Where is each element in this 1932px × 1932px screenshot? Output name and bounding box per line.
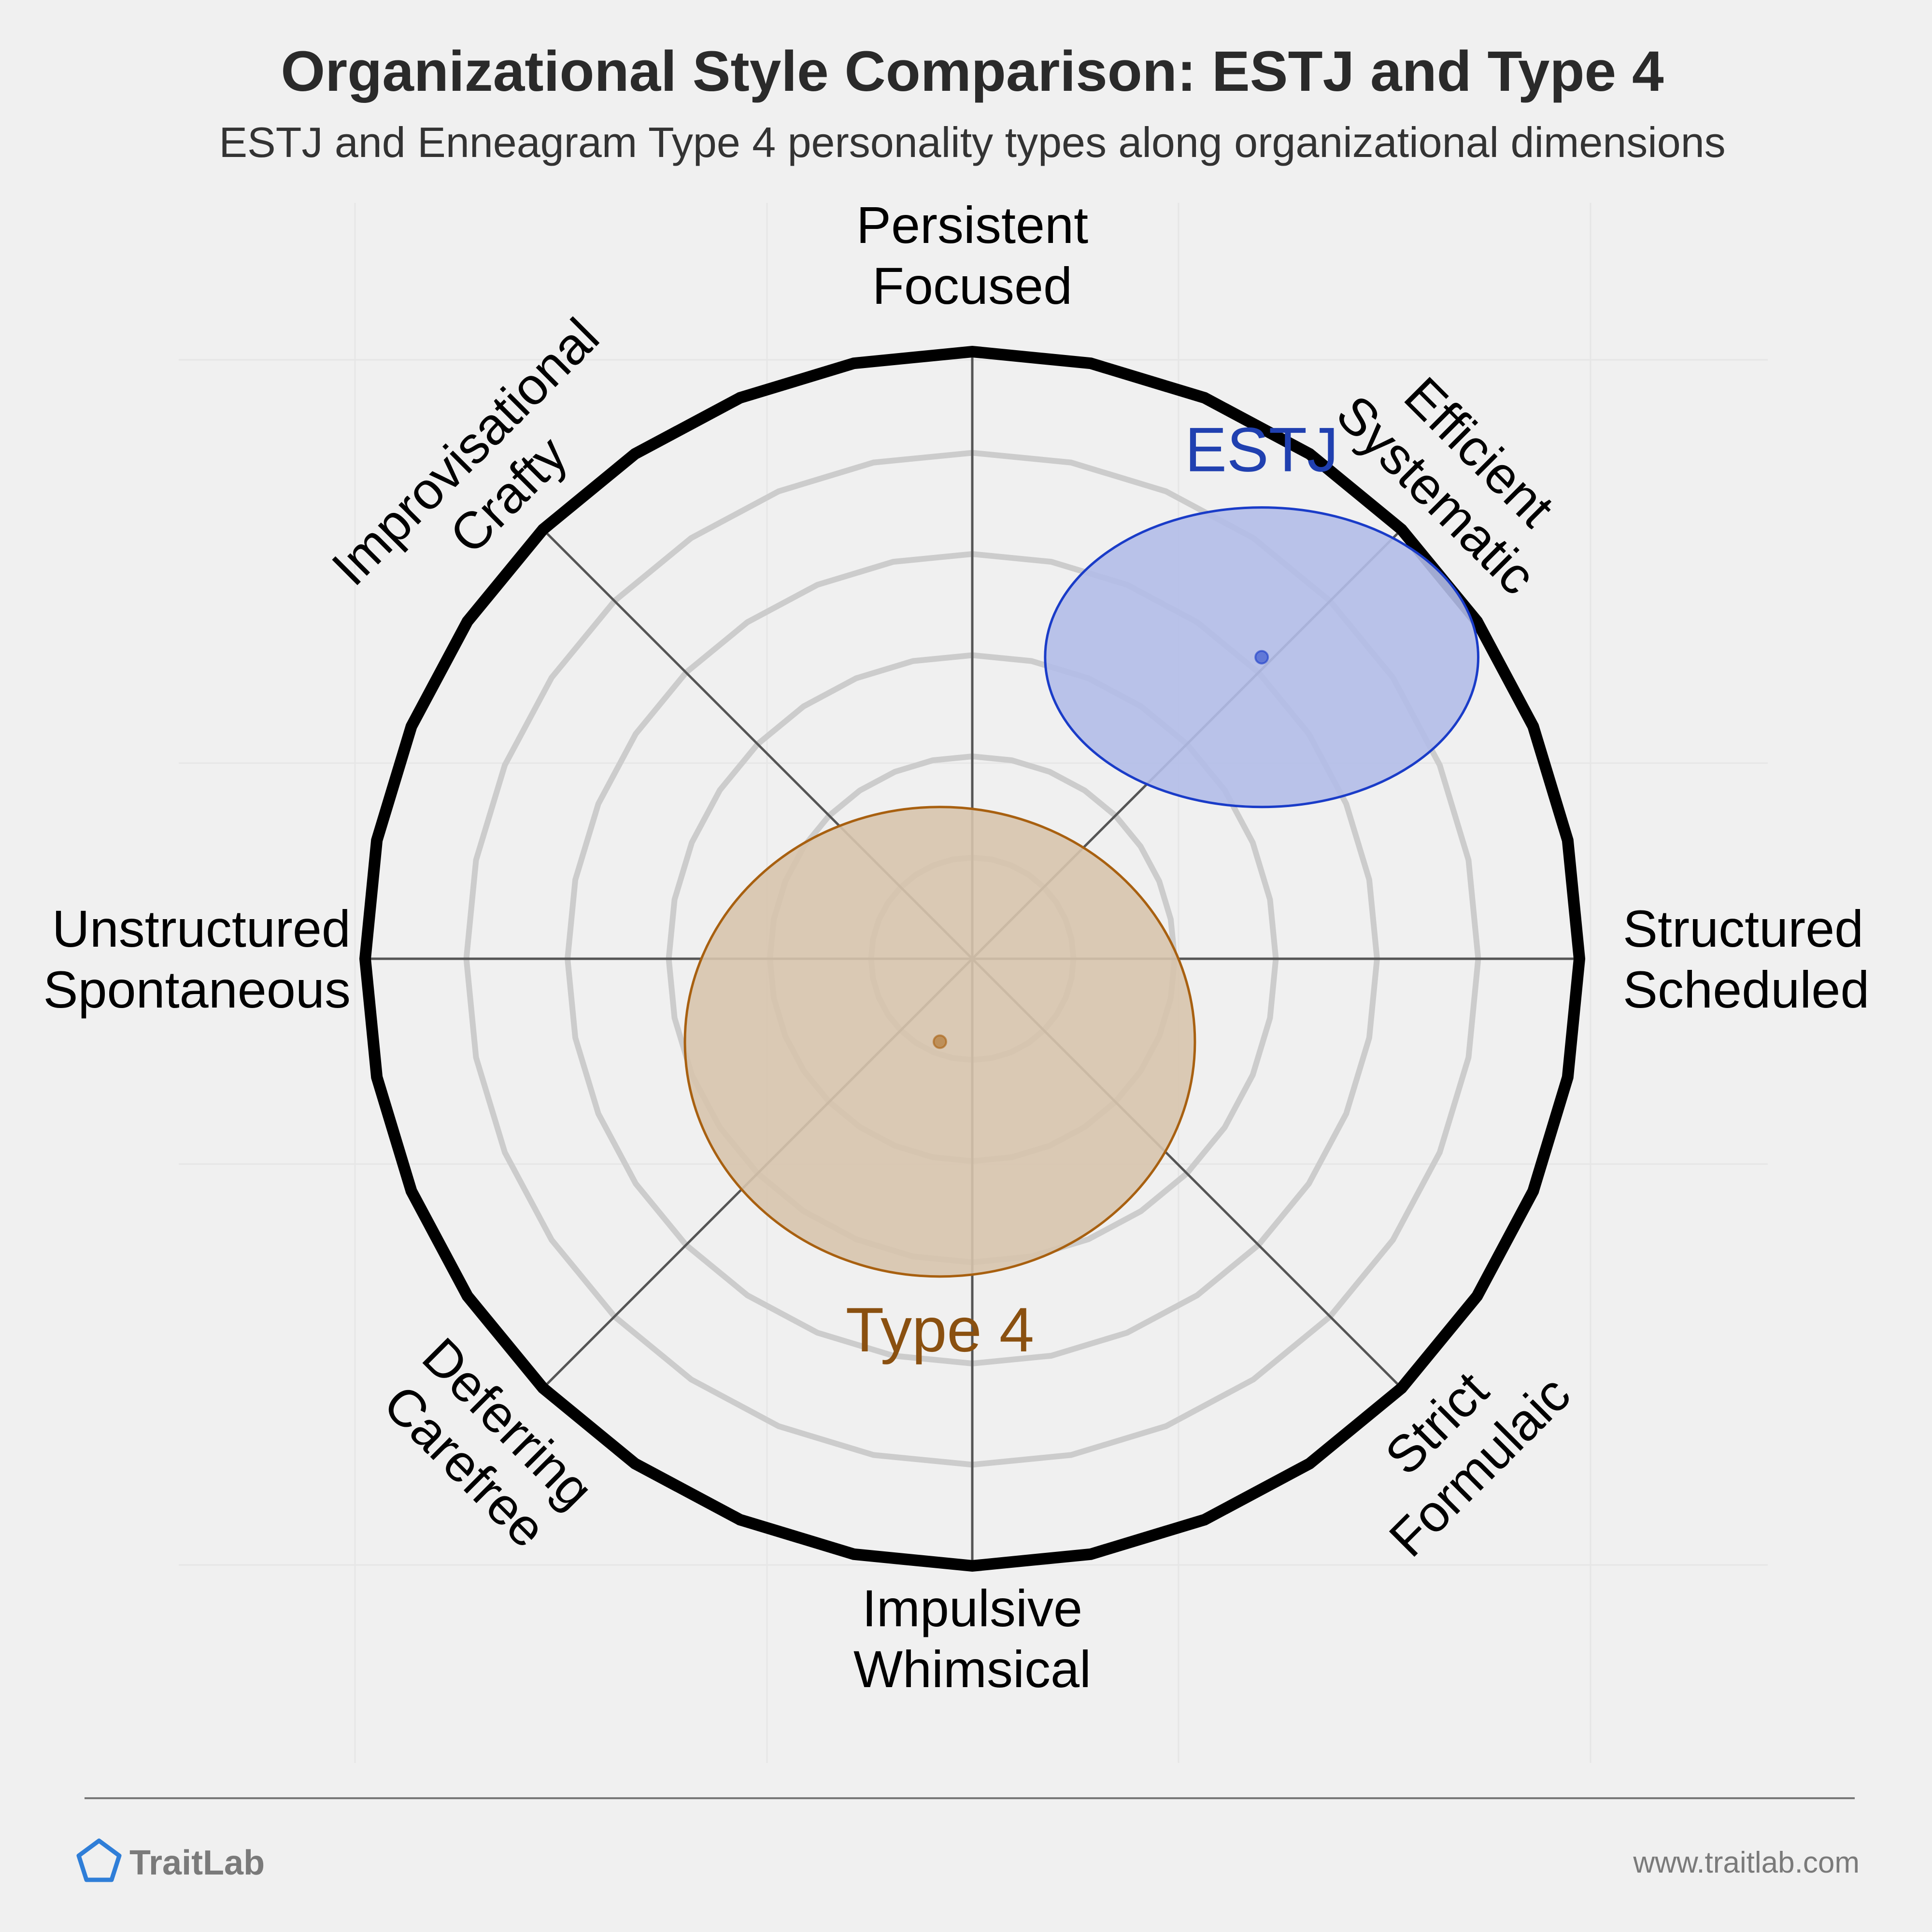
series-point-0 <box>1254 650 1269 665</box>
chart-title: Organizational Style Comparison: ESTJ an… <box>281 40 1663 103</box>
axis-label-line: Spontaneous <box>43 960 351 1019</box>
axis-label-line: Structured <box>1623 899 1863 958</box>
chart-subtitle: ESTJ and Enneagram Type 4 personality ty… <box>219 118 1725 166</box>
series-label-0: ESTJ <box>1185 414 1338 485</box>
axis-label-line: Scheduled <box>1623 960 1869 1019</box>
series-markers: ESTJ Type 4 <box>683 414 1479 1365</box>
footer-url[interactable]: www.traitlab.com <box>1633 1846 1860 1879</box>
axis-label-line: Unstructured <box>52 899 351 958</box>
brand-logo[interactable]: TraitLab <box>76 1838 265 1882</box>
pentagon-icon <box>76 1838 122 1882</box>
axis-label-line: Whimsical <box>853 1640 1091 1698</box>
axis-label-line: Impulsive <box>862 1579 1082 1637</box>
axis-label-line: Focused <box>872 256 1072 315</box>
series-label-1: Type 4 <box>846 1294 1034 1365</box>
polar-plot: PersistentFocusedEfficientSystematicStru… <box>43 196 1869 1698</box>
brand-name: TraitLab <box>129 1844 265 1882</box>
outer-rim <box>359 345 1586 1572</box>
axis-label-line: Persistent <box>856 196 1088 254</box>
series-point-1 <box>932 1034 947 1049</box>
